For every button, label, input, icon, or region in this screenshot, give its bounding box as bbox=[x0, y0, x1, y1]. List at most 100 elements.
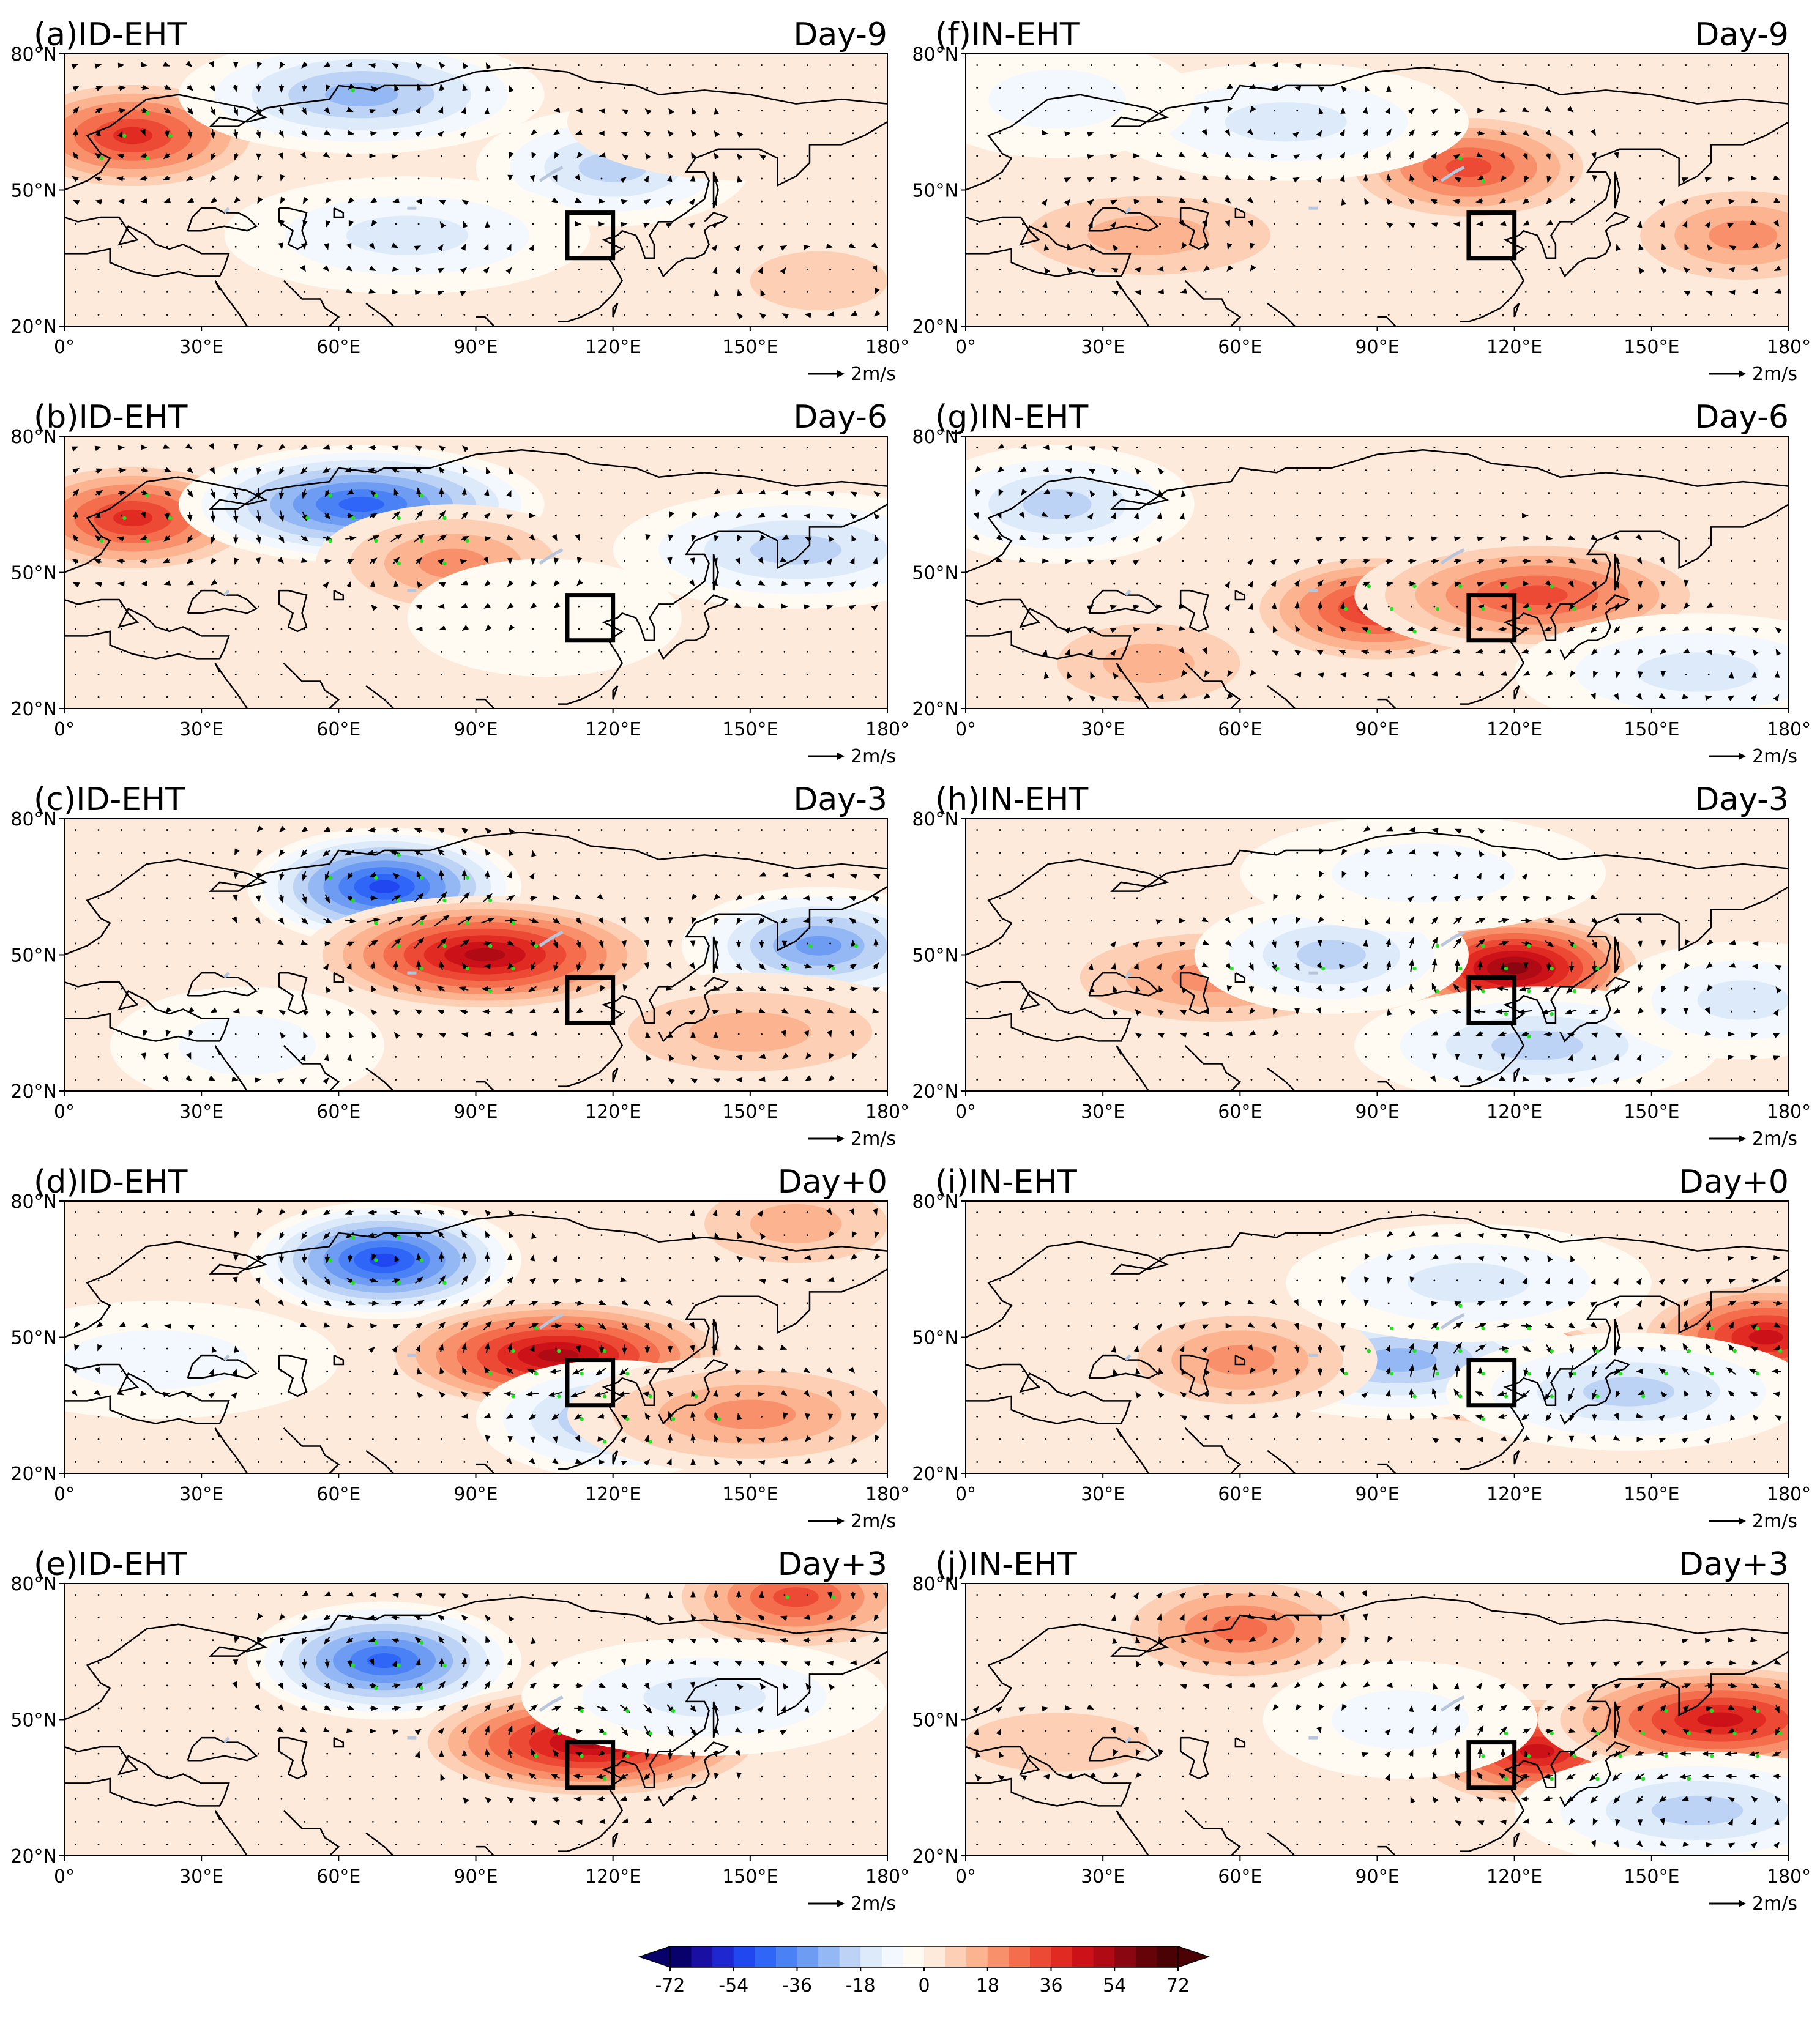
wind-arrow-head bbox=[736, 986, 744, 991]
vector-dot bbox=[976, 132, 979, 135]
wind-arrow-head bbox=[736, 1256, 744, 1262]
vector-dot bbox=[852, 223, 854, 225]
vector-dot bbox=[761, 673, 763, 675]
wind-arrow-head bbox=[782, 1683, 789, 1690]
wind-arrow-head bbox=[345, 1232, 352, 1239]
wind-arrow-head bbox=[1224, 604, 1231, 611]
wind-arrow-head bbox=[256, 443, 263, 451]
wind-arrow-head bbox=[1226, 693, 1233, 699]
wind-arrow-head bbox=[1386, 85, 1392, 92]
vector-dot bbox=[371, 1370, 374, 1372]
vector-dot bbox=[1159, 245, 1161, 248]
vector-dot bbox=[669, 1211, 671, 1213]
wind-arrow-head bbox=[505, 1367, 513, 1374]
lon-tick-label: 150°E bbox=[722, 337, 778, 358]
wind-arrow-head bbox=[804, 1435, 811, 1442]
vector-dot bbox=[1616, 200, 1619, 203]
wind-arrow-head bbox=[462, 445, 469, 452]
vector-dot bbox=[166, 1257, 168, 1259]
wind-arrow-head bbox=[140, 535, 147, 541]
legend-label: 2m/s bbox=[851, 1128, 896, 1147]
vector-dot bbox=[806, 64, 808, 66]
wind-arrow-head bbox=[393, 580, 399, 587]
wind-arrow-head bbox=[1383, 649, 1390, 655]
wind-arrow-head bbox=[575, 1458, 583, 1464]
wind-arrow-head bbox=[781, 534, 789, 540]
vector-dot bbox=[1570, 245, 1573, 248]
wind-arrow-head bbox=[667, 1367, 674, 1374]
vector-dot bbox=[417, 673, 420, 675]
vector-dot bbox=[166, 1775, 168, 1777]
wind-arrow-head bbox=[485, 624, 492, 631]
wind-arrow-head bbox=[256, 1208, 263, 1215]
vector-dot bbox=[486, 155, 488, 157]
vector-dot bbox=[999, 291, 1001, 293]
contour-fill bbox=[1023, 489, 1092, 519]
wind-arrow-head bbox=[277, 1704, 285, 1711]
vector-dot bbox=[976, 447, 979, 448]
wind-arrow-head bbox=[758, 603, 765, 608]
vector-dot bbox=[441, 1079, 442, 1081]
wind-arrow-head bbox=[1520, 626, 1528, 631]
wind-arrow-head bbox=[1338, 537, 1346, 542]
wind-arrow-head bbox=[594, 1391, 602, 1397]
wind-arrow-head bbox=[689, 1638, 697, 1644]
vector-dot bbox=[212, 1211, 214, 1213]
wind-arrow-head bbox=[507, 1436, 513, 1443]
vector-dot bbox=[1204, 314, 1207, 316]
wind-arrow-head bbox=[165, 1007, 172, 1014]
wind-arrow-head bbox=[759, 963, 766, 970]
wind-arrow-head bbox=[804, 1705, 810, 1713]
wind-arrow-head bbox=[1134, 289, 1141, 296]
vector-dot bbox=[692, 87, 694, 89]
wind-arrow-head bbox=[1430, 222, 1438, 228]
vector-dot bbox=[999, 650, 1001, 653]
wind-arrow-head bbox=[1156, 175, 1163, 181]
wind-arrow-head bbox=[1110, 605, 1117, 611]
vector-dot bbox=[417, 1055, 420, 1058]
wind-arrow-head bbox=[417, 581, 423, 588]
wind-arrow-head bbox=[551, 1458, 559, 1465]
lon-tick-label: 0° bbox=[54, 719, 75, 740]
vector-dot bbox=[999, 223, 1001, 225]
coastline bbox=[558, 504, 887, 705]
vector-dot bbox=[486, 291, 488, 293]
wind-arrow-head bbox=[779, 1637, 786, 1643]
wind-arrow-head bbox=[508, 828, 515, 835]
lat-tick-label: 50°N bbox=[10, 945, 57, 967]
wind-arrow-head bbox=[1225, 220, 1231, 228]
wind-arrow-head bbox=[1180, 693, 1187, 699]
wind-arrow-head bbox=[323, 827, 330, 832]
wind-arrow-head bbox=[759, 534, 766, 541]
coastline bbox=[333, 972, 345, 983]
wind-arrow-head bbox=[781, 1256, 788, 1261]
wind-arrow-head bbox=[344, 467, 352, 473]
wind-arrow-head bbox=[302, 196, 308, 204]
vector-dot bbox=[669, 605, 671, 608]
wind-arrow-head bbox=[780, 1344, 788, 1350]
vector-dot bbox=[1479, 291, 1482, 293]
wind-arrow-head bbox=[323, 1054, 329, 1062]
vector-dot bbox=[875, 223, 877, 225]
wind-arrow-head bbox=[804, 604, 811, 609]
wind-arrow-head bbox=[187, 84, 194, 91]
coastline bbox=[1179, 207, 1209, 250]
coastline bbox=[333, 1737, 345, 1748]
wind-arrow-head bbox=[484, 1275, 491, 1283]
wind-arrow-head bbox=[484, 489, 490, 496]
wind-arrow-head bbox=[300, 1613, 308, 1621]
wind-arrow-head bbox=[781, 1008, 789, 1014]
vector-dot bbox=[234, 582, 237, 585]
wind-arrow-head bbox=[783, 986, 791, 991]
wind-arrow-head bbox=[758, 895, 766, 901]
wind-arrow-head bbox=[233, 467, 239, 475]
wind-arrow-head bbox=[369, 1591, 376, 1598]
coastline bbox=[712, 171, 719, 209]
wind-arrow-head bbox=[1500, 130, 1508, 136]
wind-arrow-head bbox=[573, 1796, 581, 1802]
panel-day: Day-6 bbox=[793, 399, 887, 436]
vector-dot bbox=[806, 1775, 808, 1777]
wind-arrow-head bbox=[619, 1773, 627, 1780]
wind-arrow-head bbox=[758, 1256, 766, 1262]
vector-dot bbox=[1022, 605, 1024, 608]
